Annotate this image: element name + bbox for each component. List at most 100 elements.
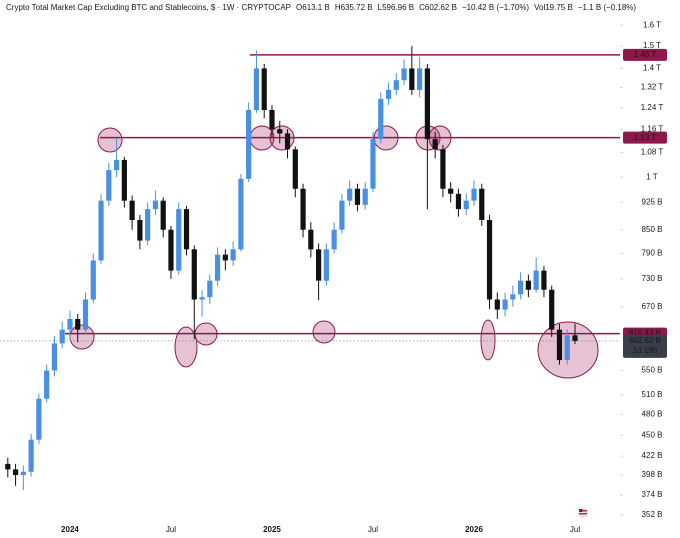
candle-body <box>502 299 508 310</box>
candle-body <box>160 200 166 230</box>
ohlc-value: −10.42 B (−1.70%) <box>462 3 529 12</box>
flag-icon <box>578 508 588 518</box>
candle-body <box>246 110 252 179</box>
y-tick-label: 510 B <box>642 390 663 399</box>
candle-body <box>308 229 314 250</box>
level-label: 616.43 B <box>629 329 661 338</box>
y-tick-label: 730 B <box>642 274 663 283</box>
volume-value: Vol19.75 B <box>534 3 573 12</box>
x-tick-label: Jul <box>570 525 580 534</box>
level-label-box <box>623 48 667 61</box>
level-label-box <box>623 131 667 144</box>
y-tick-label: 480 B <box>642 410 663 419</box>
annotation-circle <box>312 320 336 344</box>
candle-body <box>556 329 563 361</box>
candle-body <box>145 209 151 241</box>
candle-body <box>409 68 415 90</box>
last-price-box <box>623 334 667 358</box>
candle-body <box>199 297 205 300</box>
candle-body <box>36 398 42 440</box>
y-tick-label: 1.08 T <box>641 147 664 156</box>
candle-body <box>230 249 236 261</box>
candle-body <box>67 318 73 330</box>
candle-body <box>152 200 159 210</box>
y-tick-label: 850 B <box>642 225 663 234</box>
candle-body <box>121 159 127 201</box>
candle-body <box>440 149 446 189</box>
y-tick-label: 374 B <box>642 490 663 499</box>
candle-body <box>28 439 34 472</box>
y-tick-label: 670 B <box>642 302 663 311</box>
x-tick-label: 2024 <box>61 525 79 534</box>
candle-body <box>292 149 298 189</box>
candle-body <box>549 289 555 330</box>
y-tick-label: 1.16 T <box>641 124 664 133</box>
candle-body <box>370 139 376 189</box>
candle-body <box>59 329 65 344</box>
candle-body <box>12 469 19 476</box>
ohlc-value: C602.62 B <box>419 3 457 12</box>
annotation-circle <box>97 127 123 153</box>
y-tick-label: 422 B <box>642 451 663 460</box>
chart-header: Crypto Total Market Cap Excluding BTC an… <box>6 3 636 12</box>
candle-body <box>5 463 11 470</box>
ohlc-value: O613.1 B <box>296 3 330 12</box>
candle-body <box>518 280 524 295</box>
candle-body <box>20 471 26 476</box>
candle-body <box>90 260 96 300</box>
candle-body <box>448 188 454 194</box>
candle-body <box>238 178 244 250</box>
candle-body <box>98 200 104 261</box>
y-tick-label: 1.5 T <box>643 41 661 50</box>
candle-body <box>284 133 291 150</box>
y-tick-label: 398 B <box>642 470 663 479</box>
candle-body <box>479 188 485 220</box>
candle-body <box>207 280 213 298</box>
y-tick-label: 550 B <box>642 366 663 375</box>
candle-body <box>339 200 345 230</box>
candle-body <box>541 270 547 290</box>
level-label: 1.46 T <box>634 50 657 59</box>
volume-value: −1.1 B (−0.18%) <box>578 3 637 12</box>
y-tick-label: 790 B <box>642 249 663 258</box>
candle-body <box>393 80 399 90</box>
candle-body <box>277 129 283 134</box>
candle-body <box>486 219 493 300</box>
y-tick-label: 1 T <box>646 172 658 181</box>
candle-body <box>176 209 182 271</box>
candle-body <box>564 335 570 361</box>
candle-body <box>533 270 539 290</box>
candle-body <box>51 343 58 371</box>
candle-body <box>572 335 578 341</box>
candle-body <box>222 254 228 261</box>
candle-body <box>471 188 477 201</box>
annotation-circle <box>69 324 95 350</box>
y-tick-label: 1.6 T <box>643 20 661 29</box>
last-price-label: 602.62 B <box>629 336 661 345</box>
candle-body <box>129 200 135 220</box>
y-tick-label: 1.4 T <box>643 64 661 73</box>
candle-body <box>261 68 267 111</box>
candle-body <box>424 68 430 140</box>
x-tick-label: 2026 <box>465 525 483 534</box>
candle-body <box>347 188 353 201</box>
candle-body <box>269 110 275 130</box>
annotation-circle <box>174 326 198 368</box>
candle-body <box>113 159 120 171</box>
candle-body <box>82 299 89 330</box>
candle-body <box>331 229 337 250</box>
x-tick-label: 2025 <box>263 525 281 534</box>
candle-body <box>463 200 469 210</box>
candle-body <box>300 188 306 230</box>
candle-body <box>417 68 423 90</box>
y-tick-label: 925 B <box>642 198 663 207</box>
level-label: 1.13 T <box>634 133 657 142</box>
candle-body <box>137 219 143 241</box>
y-tick-label: 1.24 T <box>641 103 664 112</box>
candle-body <box>354 188 361 205</box>
candle-body <box>106 170 112 201</box>
candle-body <box>362 188 368 205</box>
y-tick-label: 1.32 T <box>641 83 664 92</box>
